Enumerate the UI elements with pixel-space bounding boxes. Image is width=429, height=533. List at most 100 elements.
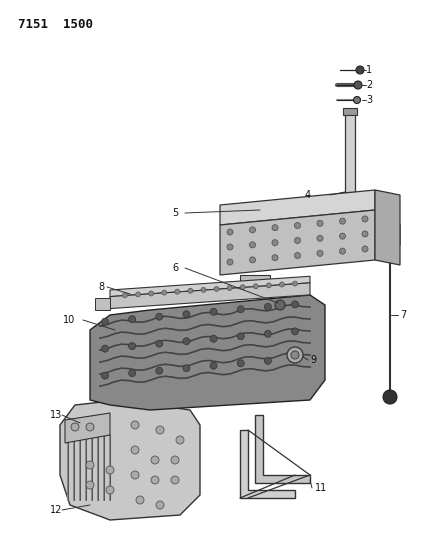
Circle shape [317, 251, 323, 256]
Circle shape [227, 286, 232, 290]
Polygon shape [345, 110, 355, 195]
Circle shape [171, 456, 179, 464]
Text: 7151  1500: 7151 1500 [18, 18, 93, 31]
Circle shape [275, 300, 285, 310]
Circle shape [356, 66, 364, 74]
Circle shape [264, 357, 272, 365]
Circle shape [272, 255, 278, 261]
Circle shape [86, 461, 94, 469]
Text: 12: 12 [50, 505, 62, 515]
Circle shape [136, 496, 144, 504]
Circle shape [362, 216, 368, 222]
Circle shape [272, 240, 278, 246]
Circle shape [237, 360, 244, 367]
Polygon shape [240, 430, 295, 498]
Circle shape [294, 253, 300, 259]
Text: 10: 10 [63, 315, 75, 325]
Circle shape [340, 232, 350, 242]
Circle shape [131, 471, 139, 479]
Text: 1: 1 [366, 65, 372, 75]
Circle shape [129, 370, 136, 377]
Circle shape [237, 306, 244, 313]
Polygon shape [220, 190, 375, 225]
Circle shape [183, 365, 190, 372]
Polygon shape [342, 192, 358, 202]
Polygon shape [375, 190, 400, 265]
Polygon shape [240, 275, 270, 295]
Circle shape [86, 423, 94, 431]
Text: 9: 9 [310, 355, 316, 365]
Text: 5: 5 [172, 208, 178, 218]
Circle shape [131, 421, 139, 429]
Circle shape [272, 225, 278, 231]
Circle shape [250, 227, 256, 233]
Circle shape [291, 351, 299, 359]
Circle shape [156, 501, 164, 509]
Circle shape [106, 486, 114, 494]
Circle shape [317, 236, 323, 241]
Circle shape [162, 290, 167, 295]
Text: 8: 8 [98, 282, 104, 292]
Text: 4: 4 [305, 190, 311, 200]
Circle shape [264, 330, 272, 337]
Text: 3: 3 [366, 95, 372, 105]
Circle shape [156, 340, 163, 347]
Text: 7: 7 [400, 310, 406, 320]
Circle shape [188, 288, 193, 293]
Circle shape [266, 283, 272, 288]
Circle shape [264, 303, 272, 310]
Text: 13: 13 [50, 410, 62, 420]
Circle shape [151, 476, 159, 484]
Circle shape [214, 286, 219, 292]
Circle shape [354, 81, 362, 89]
Text: 2: 2 [366, 80, 372, 90]
Circle shape [240, 285, 245, 289]
Circle shape [102, 318, 109, 325]
Circle shape [136, 292, 141, 297]
Circle shape [151, 456, 159, 464]
Circle shape [183, 311, 190, 318]
Circle shape [353, 96, 360, 103]
Circle shape [210, 362, 217, 369]
Circle shape [339, 248, 345, 254]
Polygon shape [220, 210, 375, 275]
Circle shape [102, 345, 109, 352]
Circle shape [279, 282, 284, 287]
Polygon shape [110, 283, 310, 309]
Polygon shape [255, 415, 310, 483]
Circle shape [86, 481, 94, 489]
Circle shape [293, 281, 297, 286]
Polygon shape [60, 400, 200, 520]
Circle shape [129, 343, 136, 350]
Circle shape [291, 328, 299, 335]
Polygon shape [90, 295, 325, 410]
Circle shape [156, 367, 163, 374]
Circle shape [362, 231, 368, 237]
Polygon shape [110, 276, 310, 296]
Circle shape [250, 257, 256, 263]
Circle shape [102, 372, 109, 379]
Circle shape [294, 222, 300, 229]
Circle shape [339, 218, 345, 224]
Circle shape [227, 259, 233, 265]
Text: 11: 11 [315, 483, 327, 493]
Circle shape [227, 229, 233, 235]
Circle shape [176, 436, 184, 444]
Circle shape [123, 293, 127, 298]
Circle shape [383, 390, 397, 404]
Circle shape [253, 284, 258, 289]
Circle shape [362, 246, 368, 252]
Circle shape [149, 291, 154, 296]
Circle shape [250, 242, 256, 248]
Circle shape [171, 476, 179, 484]
Circle shape [294, 238, 300, 244]
Circle shape [210, 335, 217, 342]
Circle shape [210, 308, 217, 315]
Circle shape [339, 233, 345, 239]
Circle shape [291, 301, 299, 308]
Polygon shape [95, 298, 110, 310]
Text: 6: 6 [172, 263, 178, 273]
Circle shape [287, 347, 303, 363]
Circle shape [175, 289, 180, 294]
Circle shape [201, 287, 206, 293]
